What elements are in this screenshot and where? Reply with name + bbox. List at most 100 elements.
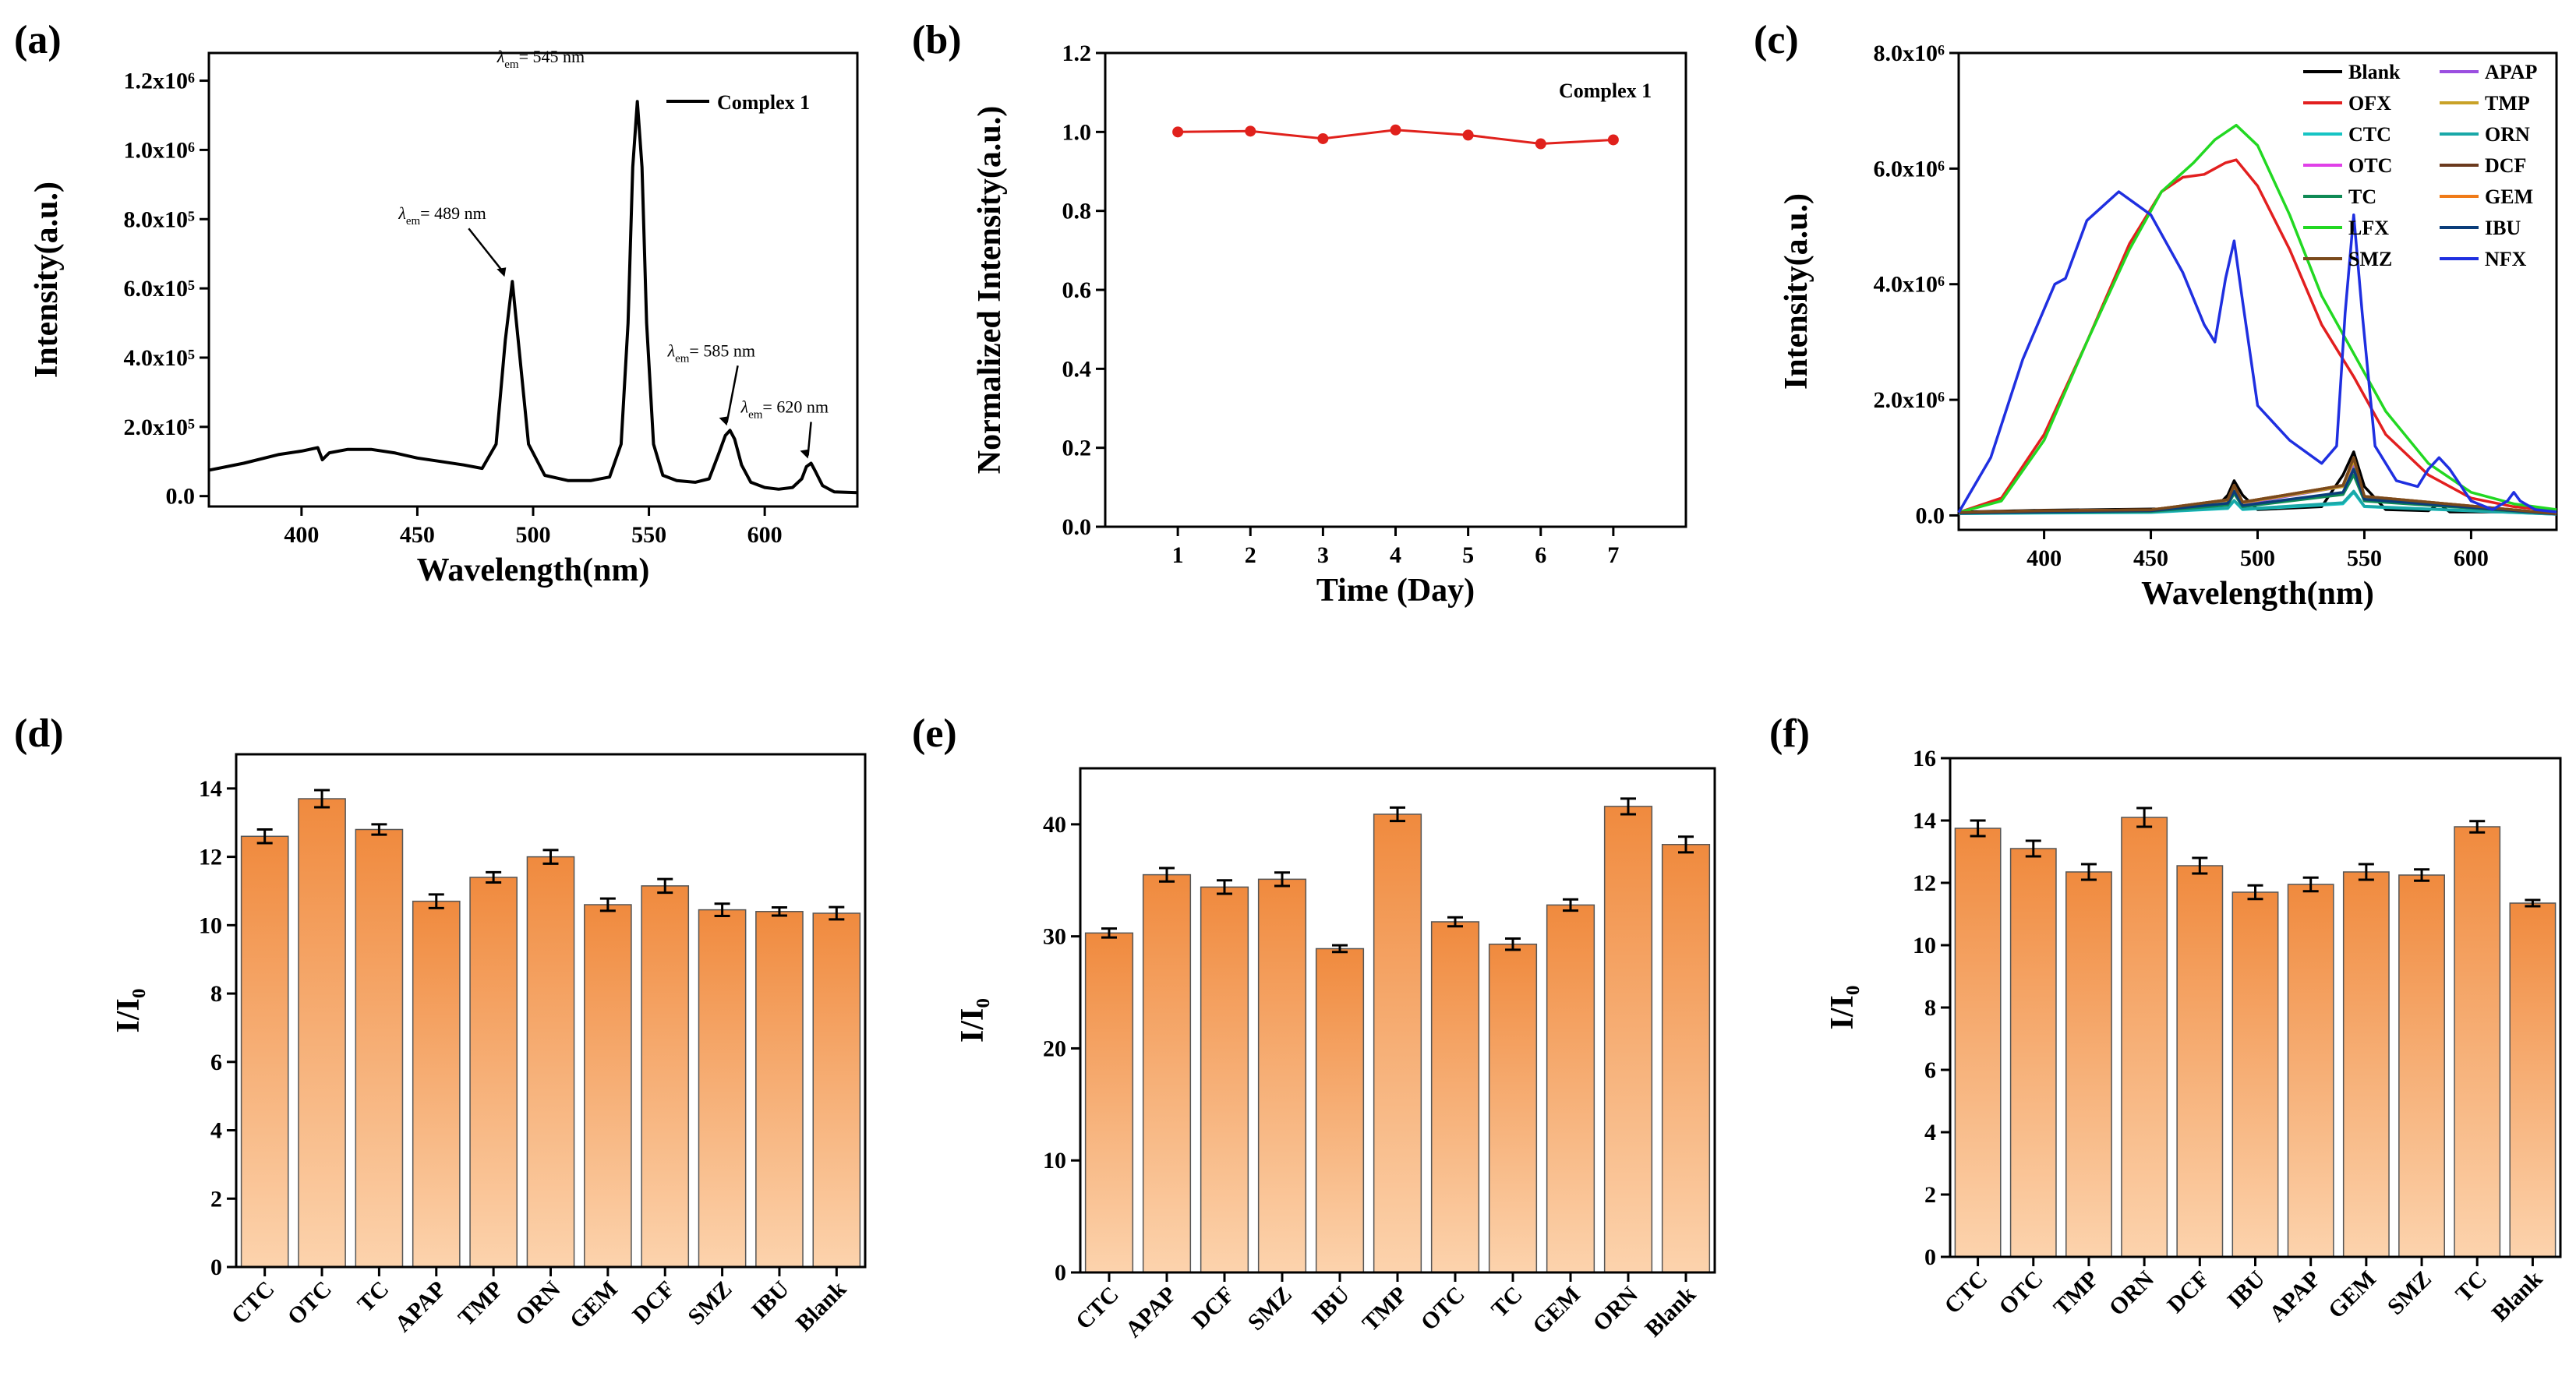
x-tick-label: 450 <box>400 522 435 548</box>
legend-label-nfx: NFX <box>2485 248 2527 270</box>
bar-orn <box>526 856 575 1268</box>
y-tick-label: 4.0x10⁶ <box>1874 272 1945 298</box>
annotation-arrow <box>726 365 739 423</box>
y-tick-label: 0.8 <box>1062 199 1092 224</box>
x-category-label: TC <box>353 1276 394 1318</box>
x-tick-label: 6 <box>1535 542 1546 568</box>
bar-dcf <box>641 885 690 1268</box>
bar-tmp <box>2065 871 2112 1258</box>
annotation-sub: em <box>504 58 519 71</box>
plot-frame <box>1079 767 1716 1274</box>
y-tick-label: 8 <box>210 981 222 1007</box>
y-tick-label: 14 <box>199 776 222 802</box>
y-tick-label: 12 <box>1913 870 1936 896</box>
y-tick-label: 0.0 <box>1062 514 1092 540</box>
y-tick-label: 6 <box>1924 1057 1936 1083</box>
legend-label-blank: Blank <box>2348 61 2401 83</box>
annotation-lambda: λ <box>398 203 406 223</box>
y-tick-label: 2.0x10⁶ <box>1874 387 1945 413</box>
y-tick-label: 8.0x10⁶ <box>1874 41 1945 66</box>
annotation-value: = 620 nm <box>762 397 829 416</box>
x-axis-title: Wavelength(nm) <box>417 552 650 588</box>
annotation-value: = 585 nm <box>689 341 755 360</box>
annotation-lambda: λ <box>740 397 749 416</box>
y-tick-label: 1.2 <box>1062 41 1092 66</box>
spectrum-line-nfx <box>1957 190 2557 514</box>
x-tick-label: 600 <box>2454 545 2489 571</box>
x-tick-label: 3 <box>1317 542 1329 568</box>
bar-otc <box>1430 921 1480 1273</box>
stability-point <box>1607 134 1619 146</box>
x-category-label: TC <box>2451 1266 2492 1308</box>
y-tick-label: 4.0x10⁵ <box>124 345 196 371</box>
y-tick-label: 10 <box>1043 1148 1066 1173</box>
x-category-label: Blank <box>2487 1265 2548 1326</box>
y-tick-label: 0.0 <box>1916 503 1945 528</box>
plot-frame <box>207 51 859 508</box>
y-tick-label: 2 <box>1924 1182 1936 1208</box>
y-axis-title: I/I₀ <box>1825 986 1860 1030</box>
y-tick-label: 14 <box>1913 808 1936 834</box>
y-axis-title: Intensity(a.u.) <box>29 182 65 378</box>
bar-apap <box>1142 873 1192 1273</box>
x-category-label: Blank <box>1640 1281 1701 1342</box>
x-tick-label: 5 <box>1462 542 1474 568</box>
bar-ctc <box>240 835 289 1268</box>
bar-ibu <box>1315 948 1365 1273</box>
y-axis-title: Normalized Intensity(a.u.) <box>972 106 1008 474</box>
bar-gem <box>1546 904 1595 1273</box>
annotation-value: = 545 nm <box>519 47 585 66</box>
stability-point <box>1535 138 1546 150</box>
x-category-label: TMP <box>454 1276 508 1331</box>
bar-tmp <box>1373 813 1422 1273</box>
stability-point <box>1245 125 1256 137</box>
x-category-label: GEM <box>1528 1282 1585 1339</box>
annotation-sub: em <box>675 352 690 365</box>
x-tick-label: 500 <box>516 522 551 548</box>
bar-apap <box>2287 884 2334 1258</box>
bar-tc <box>2454 826 2501 1258</box>
x-tick-label: 550 <box>631 522 666 548</box>
peak-annotation: λem= 489 nm <box>398 203 486 228</box>
bar-otc <box>2009 848 2057 1258</box>
x-category-label: IBU <box>747 1276 794 1324</box>
bar-blank <box>1661 844 1711 1273</box>
panel-label-a: (a) <box>14 18 62 62</box>
x-tick-label: 1 <box>1172 542 1184 568</box>
spectrum-line-lfx <box>1958 123 2557 514</box>
annotation-arrowhead <box>800 449 810 459</box>
panel-label-e: (e) <box>912 711 957 756</box>
bar-otc <box>298 798 346 1268</box>
y-tick-label: 16 <box>1913 746 1936 771</box>
bar-orn <box>1603 806 1653 1273</box>
spectrum-line-ofx <box>1958 158 2557 514</box>
bar-ctc <box>1084 932 1134 1273</box>
y-tick-label: 40 <box>1043 812 1066 838</box>
x-category-label: ORN <box>1588 1281 1643 1336</box>
annotation-arrowhead <box>496 267 507 277</box>
y-tick-label: 30 <box>1043 924 1066 950</box>
y-tick-label: 1.2x10⁶ <box>124 69 196 94</box>
y-tick-label: 6 <box>210 1050 222 1075</box>
y-tick-label: 0 <box>1924 1244 1936 1270</box>
x-axis-title: Wavelength(nm) <box>2141 576 2374 612</box>
legend-label-apap: APAP <box>2485 61 2538 83</box>
panel-label-c: (c) <box>1754 18 1799 62</box>
plot-frame <box>1104 51 1687 528</box>
bar-blank <box>2509 902 2557 1258</box>
y-tick-label: 0.0 <box>166 484 196 510</box>
x-category-label: OTC <box>1994 1266 2048 1320</box>
legend-label-dcf: DCF <box>2485 154 2526 177</box>
y-tick-label: 6.0x10⁵ <box>124 276 196 302</box>
legend-label-smz: SMZ <box>2348 248 2392 270</box>
bar-blank <box>812 912 861 1268</box>
bar-smz <box>1257 878 1307 1273</box>
y-tick-label: 4 <box>1924 1120 1936 1145</box>
x-tick-label: 550 <box>2347 545 2382 571</box>
y-tick-label: 2 <box>210 1186 222 1212</box>
y-tick-label: 12 <box>199 845 222 870</box>
x-tick-label: 600 <box>747 522 783 548</box>
stability-point <box>1317 132 1329 144</box>
